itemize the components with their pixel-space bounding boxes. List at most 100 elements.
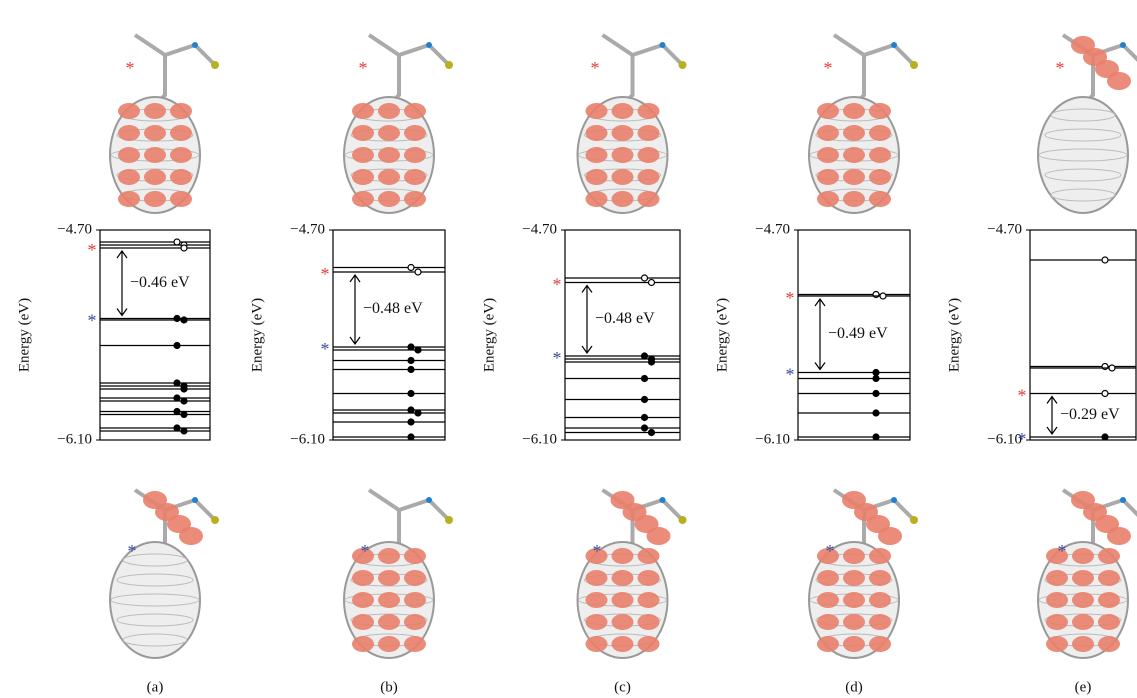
orbital-lobe: [612, 636, 634, 652]
atom: [192, 497, 198, 503]
orbital-lobe: [404, 592, 426, 608]
orbital-lobe: [586, 614, 608, 630]
molecule-marker: *: [1056, 58, 1065, 78]
orbital-lobe: [1098, 570, 1120, 586]
orbital-lobe: [404, 548, 426, 564]
orbital-lobe: [1098, 592, 1120, 608]
y-axis-label: Energy (eV): [946, 298, 962, 372]
orbital-lobe: [118, 191, 140, 207]
orbital-lobe: [378, 548, 400, 564]
atom: [445, 516, 453, 524]
homo-marker: *: [88, 311, 97, 331]
y-tick-label: −6.10: [522, 431, 557, 447]
atom: [211, 516, 219, 524]
unoccupied-dot: [408, 265, 414, 271]
gap-label: −0.48 eV: [595, 310, 655, 327]
molecule-marker: *: [826, 541, 835, 561]
y-axis-label: Energy (eV): [249, 298, 265, 372]
occupied-dot: [873, 376, 879, 382]
orbital-lobe: [612, 147, 634, 163]
occupied-dot: [408, 434, 414, 440]
occupied-dot: [642, 353, 648, 359]
orbital-lobe: [647, 527, 671, 545]
molecule: [110, 490, 219, 658]
orbital-lobe: [1098, 636, 1120, 652]
atom: [426, 42, 432, 48]
orbital-lobe: [612, 125, 634, 141]
atom: [891, 42, 897, 48]
y-axis-label: Energy (eV): [16, 298, 32, 372]
orbital-lobe: [404, 636, 426, 652]
orbital-lobe: [1098, 614, 1120, 630]
energy-box: [333, 230, 445, 440]
orbital-lobe: [170, 169, 192, 185]
atom: [679, 516, 687, 524]
molecule-chain: [834, 35, 914, 105]
orbital-lobe: [817, 125, 839, 141]
molecule-marker: *: [361, 541, 370, 561]
orbital-lobe: [170, 125, 192, 141]
orbital-lobe: [1046, 636, 1068, 652]
orbital-lobe: [170, 147, 192, 163]
atom: [679, 61, 687, 69]
homo-marker: *: [321, 339, 330, 359]
orbital-lobe: [817, 169, 839, 185]
atom: [1120, 42, 1126, 48]
orbital-lobe: [586, 570, 608, 586]
panel-label: (d): [845, 679, 863, 695]
orbital-lobe: [817, 614, 839, 630]
orbital-lobe: [869, 548, 891, 564]
orbital-lobe: [118, 103, 140, 119]
gap-label: −0.48 eV: [363, 300, 423, 317]
molecule: [1038, 35, 1137, 213]
orbital-lobe: [843, 570, 865, 586]
occupied-dot: [181, 317, 187, 323]
atom: [426, 497, 432, 503]
orbital-lobe: [638, 191, 660, 207]
occupied-dot: [873, 434, 879, 440]
orbital-lobe: [612, 614, 634, 630]
molecule-marker: *: [824, 58, 833, 78]
molecule-chain: [369, 35, 449, 105]
atom: [660, 497, 666, 503]
occupied-dot: [642, 376, 648, 382]
orbital-lobe: [638, 103, 660, 119]
orbital-lobe: [843, 125, 865, 141]
occupied-dot: [174, 380, 180, 386]
atom: [211, 61, 219, 69]
y-tick-label: −6.10: [755, 431, 790, 447]
orbital-lobe: [352, 191, 374, 207]
orbital-lobe: [843, 548, 865, 564]
atom: [660, 42, 666, 48]
orbital-lobe: [144, 125, 166, 141]
orbital-lobe: [638, 614, 660, 630]
molecule: [578, 490, 687, 658]
orbital-lobe: [817, 592, 839, 608]
atom: [910, 61, 918, 69]
atom: [192, 42, 198, 48]
unoccupied-dot: [880, 293, 886, 299]
orbital-lobe: [404, 614, 426, 630]
y-tick-label: −4.70: [987, 221, 1022, 237]
orbital-lobe: [1072, 592, 1094, 608]
occupied-dot: [1102, 434, 1108, 440]
orbital-lobe: [638, 548, 660, 564]
orbital-lobe: [1046, 570, 1068, 586]
molecule-chain: [603, 35, 683, 105]
orbital-lobe: [869, 614, 891, 630]
orbital-lobe: [817, 636, 839, 652]
orbital-lobe: [869, 103, 891, 119]
orbital-lobe: [378, 191, 400, 207]
orbital-lobe: [404, 147, 426, 163]
occupied-dot: [873, 391, 879, 397]
homo-marker: *: [553, 348, 562, 368]
orbital-lobe: [869, 125, 891, 141]
orbital-lobe: [378, 570, 400, 586]
orbital-lobe: [118, 169, 140, 185]
orbital-lobe: [638, 147, 660, 163]
orbital-lobe: [612, 169, 634, 185]
energy-box: [100, 230, 210, 440]
occupied-dot: [174, 425, 180, 431]
occupied-dot: [408, 407, 414, 413]
panel-label: (c): [614, 679, 631, 695]
